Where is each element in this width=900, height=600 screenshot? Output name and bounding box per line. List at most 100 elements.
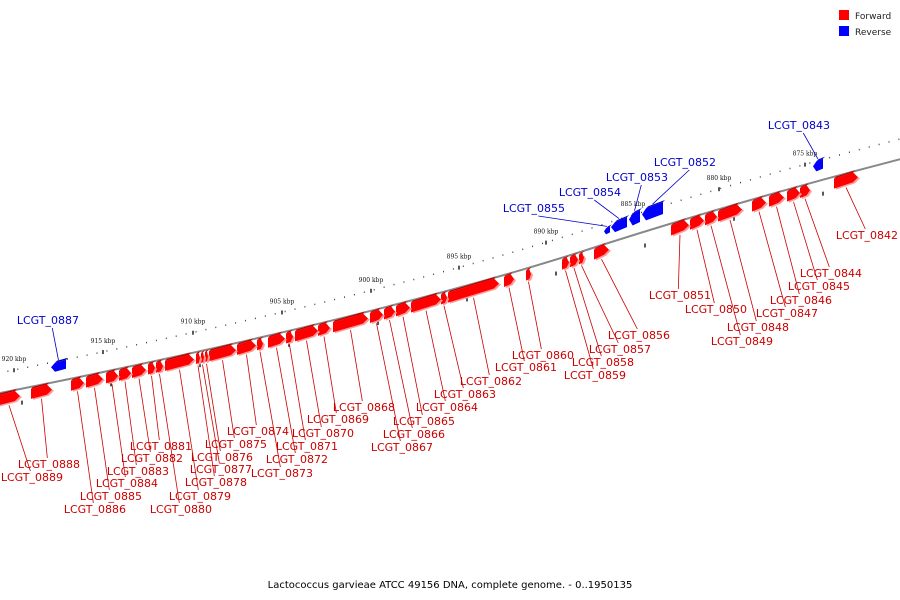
- gene-label[interactable]: LCGT_0858: [572, 356, 634, 369]
- gene-lcgt-0881[interactable]: [148, 361, 157, 376]
- gene-lcgt-0861[interactable]: [504, 272, 516, 289]
- gene-lcgt-0888[interactable]: [31, 382, 54, 400]
- gene-label[interactable]: LCGT_0884: [96, 477, 158, 490]
- gene-lcgt-0878[interactable]: [196, 351, 202, 366]
- gene-lcgt-0860[interactable]: [526, 267, 533, 282]
- gene-label[interactable]: LCGT_0873: [251, 467, 313, 480]
- gene-label[interactable]: LCGT_0878: [185, 476, 247, 489]
- gene-label[interactable]: LCGT_0846: [770, 294, 832, 307]
- gene-lcgt-0862[interactable]: [448, 276, 501, 304]
- gene-label[interactable]: LCGT_0888: [18, 458, 80, 471]
- gene-lcgt-0873[interactable]: [257, 336, 265, 352]
- gene-label[interactable]: LCGT_0865: [393, 415, 455, 428]
- gene-label[interactable]: LCGT_0863: [434, 388, 496, 401]
- gene-lcgt-0855[interactable]: [604, 224, 612, 235]
- gene-label[interactable]: LCGT_0867: [371, 441, 433, 454]
- gene-label[interactable]: LCGT_0886: [64, 503, 126, 516]
- gene-lcgt-0850[interactable]: [690, 213, 706, 231]
- gene-label[interactable]: LCGT_0870: [292, 427, 354, 440]
- gene-label[interactable]: LCGT_0868: [333, 401, 395, 414]
- gene-lcgt-0869[interactable]: [318, 320, 332, 337]
- gene-lcgt-0875[interactable]: [209, 343, 238, 363]
- gene-lcgt-0887[interactable]: [51, 357, 68, 372]
- gene-lcgt-0872[interactable]: [268, 331, 287, 349]
- gene-label[interactable]: LCGT_0879: [169, 490, 231, 503]
- gene-label[interactable]: LCGT_0860: [512, 349, 574, 362]
- gene-lcgt-0870[interactable]: [295, 323, 320, 343]
- gene-label[interactable]: LCGT_0871: [276, 440, 338, 453]
- gene-label[interactable]: LCGT_0845: [788, 280, 850, 293]
- gene-label[interactable]: LCGT_0875: [205, 438, 267, 451]
- gene-label[interactable]: LCGT_0862: [460, 375, 522, 388]
- gene-lcgt-0849[interactable]: [705, 209, 719, 227]
- gene-lcgt-0846[interactable]: [769, 190, 786, 208]
- gene-lcgt-0880[interactable]: [156, 359, 165, 374]
- gene-label[interactable]: LCGT_0855: [503, 202, 565, 215]
- gene-label[interactable]: LCGT_0861: [495, 361, 557, 374]
- gene-label[interactable]: LCGT_0844: [800, 267, 862, 280]
- gene-label[interactable]: LCGT_0881: [130, 440, 192, 453]
- gene-label[interactable]: LCGT_0889: [1, 471, 63, 484]
- gene-lcgt-0885[interactable]: [86, 372, 105, 389]
- gene-lcgt-0857[interactable]: [579, 250, 586, 266]
- gene-label[interactable]: LCGT_0856: [608, 329, 670, 342]
- gene-lcgt-0859[interactable]: [562, 255, 571, 271]
- gene-label[interactable]: LCGT_0847: [756, 307, 818, 320]
- gene-label[interactable]: LCGT_0851: [649, 289, 711, 302]
- gene-label[interactable]: LCGT_0842: [836, 229, 898, 242]
- gene-label[interactable]: LCGT_0885: [80, 490, 142, 503]
- gene-label[interactable]: LCGT_0883: [107, 465, 169, 478]
- gene-lcgt-0845[interactable]: [787, 186, 802, 203]
- leader-line: [159, 373, 180, 504]
- gene-lcgt-0852[interactable]: [642, 199, 665, 221]
- gene-label[interactable]: LCGT_0852: [654, 156, 716, 169]
- gene-lcgt-0864[interactable]: [411, 292, 443, 314]
- gene-label[interactable]: LCGT_0882: [121, 452, 183, 465]
- gene-lcgt-0876[interactable]: [205, 349, 210, 364]
- gene-lcgt-0877[interactable]: [201, 350, 206, 364]
- gene-lcgt-0842[interactable]: [834, 170, 860, 190]
- gene-lcgt-0883[interactable]: [119, 366, 133, 382]
- gene-lcgt-0866[interactable]: [384, 304, 397, 321]
- gene-label[interactable]: LCGT_0850: [685, 303, 747, 316]
- gene-label[interactable]: LCGT_0880: [150, 503, 212, 516]
- gene-arrow: [813, 158, 823, 172]
- gene-lcgt-0871[interactable]: [286, 329, 295, 345]
- gene-label[interactable]: LCGT_0853: [606, 171, 668, 184]
- gene-lcgt-0874[interactable]: [237, 338, 258, 356]
- gene-label[interactable]: LCGT_0872: [266, 453, 328, 466]
- gene-lcgt-0886[interactable]: [71, 376, 86, 392]
- gene-lcgt-0882[interactable]: [132, 362, 148, 379]
- gene-lcgt-0863[interactable]: [441, 290, 449, 306]
- gene-lcgt-0879[interactable]: [165, 352, 196, 372]
- gene-label[interactable]: LCGT_0876: [191, 451, 253, 464]
- gene-lcgt-0867[interactable]: [370, 307, 385, 325]
- gene-lcgt-0848[interactable]: [718, 202, 744, 223]
- gene-lcgt-0884[interactable]: [106, 368, 120, 385]
- gene-lcgt-0856[interactable]: [594, 242, 611, 261]
- gene-lcgt-0851[interactable]: [671, 218, 691, 237]
- gene-label[interactable]: LCGT_0843: [768, 119, 830, 132]
- gene-lcgt-0843[interactable]: [813, 156, 825, 172]
- gene-lcgt-0889[interactable]: [0, 389, 22, 407]
- gene-label[interactable]: LCGT_0887: [17, 314, 79, 327]
- leader-line: [845, 187, 866, 230]
- gene-label[interactable]: LCGT_0877: [190, 463, 252, 476]
- gene-lcgt-0865[interactable]: [396, 300, 412, 318]
- gene-label[interactable]: LCGT_0866: [383, 428, 445, 441]
- gene-lcgt-0853[interactable]: [629, 208, 642, 226]
- gene-lcgt-0858[interactable]: [570, 252, 580, 269]
- gene-label[interactable]: LCGT_0848: [727, 321, 789, 334]
- gene-label[interactable]: LCGT_0874: [227, 425, 289, 438]
- gene-arrow: [579, 252, 584, 265]
- gene-label[interactable]: LCGT_0869: [307, 413, 369, 426]
- gene-label[interactable]: LCGT_0857: [589, 343, 651, 356]
- gene-lcgt-0868[interactable]: [333, 311, 370, 334]
- gene-label[interactable]: LCGT_0854: [559, 186, 621, 199]
- gene-lcgt-0844[interactable]: [800, 183, 812, 200]
- gene-label[interactable]: LCGT_0849: [711, 335, 773, 348]
- gene-label[interactable]: LCGT_0859: [564, 369, 626, 382]
- gene-lcgt-0847[interactable]: [752, 195, 768, 213]
- gene-lcgt-0854[interactable]: [611, 215, 629, 233]
- gene-label[interactable]: LCGT_0864: [416, 401, 478, 414]
